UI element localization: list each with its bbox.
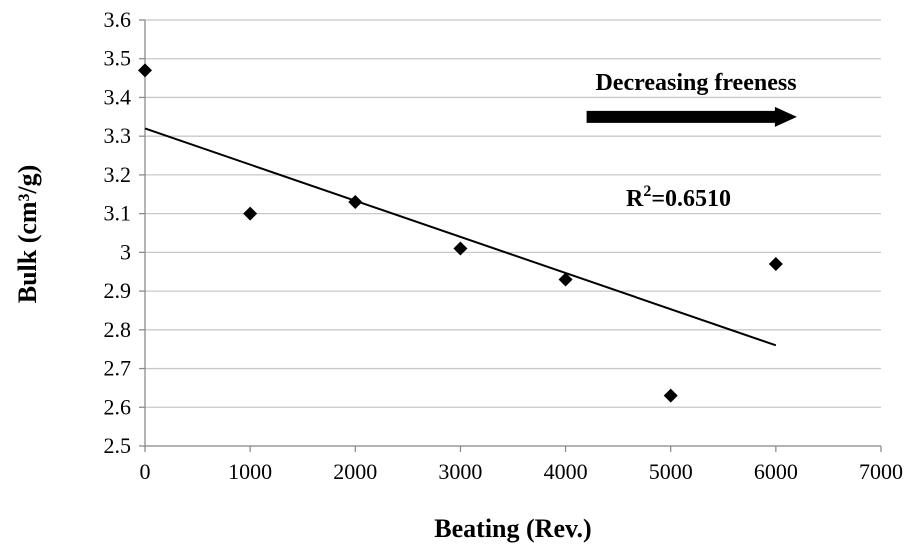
y-axis-title: Bulk (cm³/g) [13,165,42,304]
axes [139,19,882,452]
y-tick-labels: 2.5 2.6 2.7 2.8 2.9 3 3.1 3.2 3.3 3.4 3.5 3.6 [104,7,132,458]
y-tick-label: 3 [120,239,131,264]
r-squared-label: R2=0.6510 [626,183,731,212]
x-tick-label: 3000 [438,459,482,484]
data-point [453,241,468,256]
grid-lines [145,19,881,447]
data-point [243,206,258,221]
y-tick-label: 3.3 [104,123,132,148]
x-tick-label: 7000 [859,459,903,484]
x-tick-label: 4000 [544,459,588,484]
data-point [558,272,573,287]
y-tick-label: 2.6 [104,394,132,419]
data-point [768,256,783,271]
x-tick-label: 1000 [228,459,272,484]
y-tick-label: 3.6 [104,7,132,32]
x-tick-label: 5000 [649,459,693,484]
r-squared-superscript: 2 [643,183,651,200]
data-point [138,63,152,78]
r-squared-value: =0.6510 [651,186,731,212]
x-axis-title: Beating (Rev.) [434,514,591,543]
y-tick-label: 3.4 [104,84,132,109]
r-squared-prefix: R [626,186,644,212]
y-tick-label: 2.9 [104,278,132,303]
y-tick-label: 3.1 [104,201,132,226]
x-tick-label: 6000 [754,459,798,484]
freeness-arrow-head [774,106,797,127]
trendline-group [144,127,777,347]
arrow-label: Decreasing freeness [595,70,796,96]
y-tick-label: 3.5 [104,46,132,71]
arrow-annotation: Decreasing freeness [586,70,797,127]
data-point [663,388,678,403]
x-tick-label: 0 [140,459,151,484]
trendline [144,127,777,347]
data-points [138,63,783,403]
x-tick-label: 2000 [333,459,377,484]
y-tick-label: 2.8 [104,317,132,342]
x-tick-labels: 0 1000 2000 3000 4000 5000 6000 7000 [140,459,904,484]
y-tick-label: 2.7 [104,356,132,381]
y-tick-label: 2.5 [104,433,132,458]
data-point [348,195,363,210]
y-tick-label: 3.2 [104,162,132,187]
